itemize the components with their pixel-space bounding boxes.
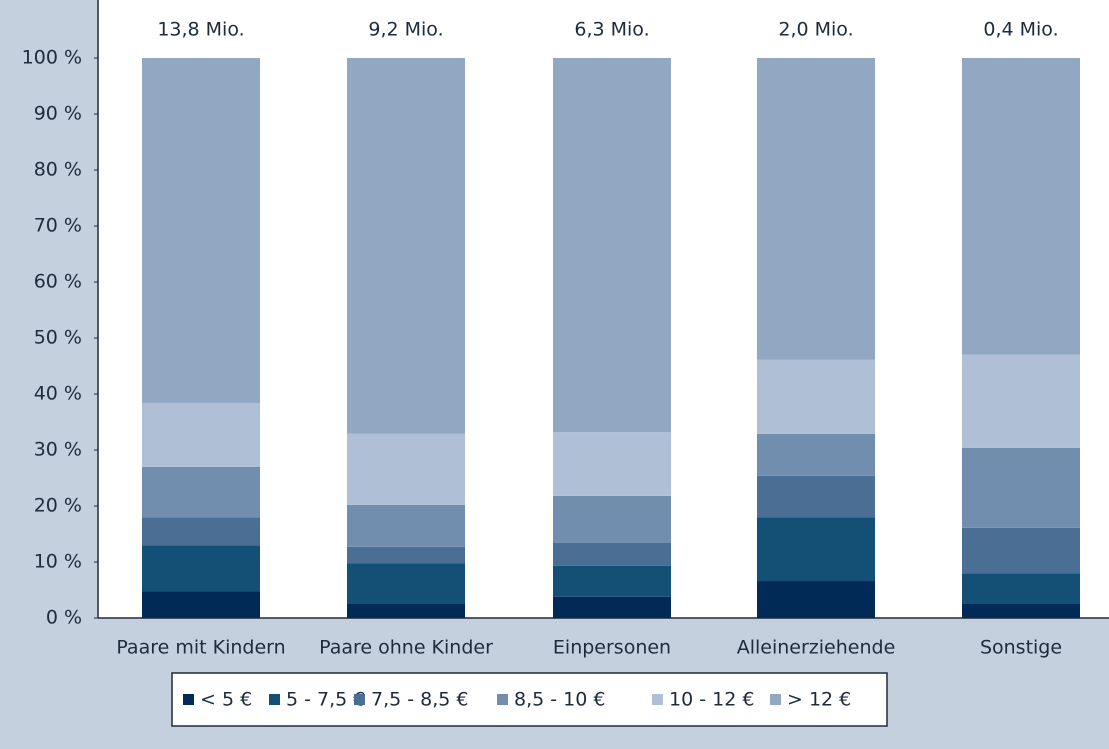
bar-segment: [553, 495, 671, 543]
bar-segment: [142, 591, 260, 618]
bar-segment: [962, 354, 1080, 448]
y-tick-label: 100 %: [22, 47, 82, 69]
legend-marker: [183, 694, 194, 705]
bar-segment: [347, 504, 465, 547]
y-tick-label: 80 %: [34, 159, 82, 181]
x-tick-label: Einpersonen: [553, 637, 671, 659]
bar-segment: [142, 58, 260, 403]
y-tick-label: 50 %: [34, 327, 82, 349]
x-tick-label: Alleinerziehende: [737, 637, 896, 659]
y-tick-label: 90 %: [34, 103, 82, 125]
legend-label: < 5 €: [200, 689, 252, 711]
legend: [171, 672, 888, 727]
legend-marker: [497, 694, 508, 705]
y-tick-label: 70 %: [34, 215, 82, 237]
bar-segment: [347, 433, 465, 505]
y-tick-label: 10 %: [34, 551, 82, 573]
bar-segment: [757, 433, 875, 476]
bar-segment: [553, 596, 671, 618]
total-label: 13,8 Mio.: [157, 19, 244, 41]
bar-segment: [142, 517, 260, 546]
legend-label: 10 - 12 €: [669, 689, 754, 711]
legend-label: 5 - 7,5 €: [286, 689, 365, 711]
bar-segment: [347, 546, 465, 564]
bar-segment: [757, 359, 875, 434]
legend-label: > 12 €: [787, 689, 851, 711]
y-tick-label: 40 %: [34, 383, 82, 405]
bar-segment: [962, 573, 1080, 604]
legend-label: 7,5 - 8,5 €: [371, 689, 469, 711]
bar-segment: [347, 58, 465, 434]
legend-marker: [770, 694, 781, 705]
total-label: 0,4 Mio.: [983, 19, 1058, 41]
bar-segment: [347, 563, 465, 604]
bar-segment: [962, 447, 1080, 528]
bar-segment: [962, 527, 1080, 574]
bar-segment: [757, 58, 875, 360]
bar-segment: [553, 542, 671, 566]
bar-segment: [553, 565, 671, 597]
bar-segment: [142, 545, 260, 592]
x-tick-label: Paare ohne Kinder: [319, 637, 493, 659]
total-label: 6,3 Mio.: [574, 19, 649, 41]
bar-segment: [757, 517, 875, 582]
x-tick-label: Paare mit Kindern: [116, 637, 285, 659]
legend-marker: [354, 694, 365, 705]
bar-segment: [553, 432, 671, 496]
total-label: 9,2 Mio.: [368, 19, 443, 41]
bar-segment: [962, 58, 1080, 355]
y-tick-label: 20 %: [34, 495, 82, 517]
x-tick-label: Sonstige: [980, 637, 1062, 659]
y-tick-label: 0 %: [46, 607, 82, 629]
bar-segment: [142, 466, 260, 518]
total-label: 2,0 Mio.: [778, 19, 853, 41]
bar-segment: [347, 604, 465, 618]
bar-segment: [553, 58, 671, 433]
legend-marker: [652, 694, 663, 705]
bar-segment: [757, 475, 875, 518]
bar-segment: [142, 402, 260, 467]
bar-segment: [962, 604, 1080, 618]
bar-segment: [757, 581, 875, 618]
legend-label: 8,5 - 10 €: [514, 689, 605, 711]
y-tick-label: 30 %: [34, 439, 82, 461]
legend-marker: [269, 694, 280, 705]
y-tick-label: 60 %: [34, 271, 82, 293]
